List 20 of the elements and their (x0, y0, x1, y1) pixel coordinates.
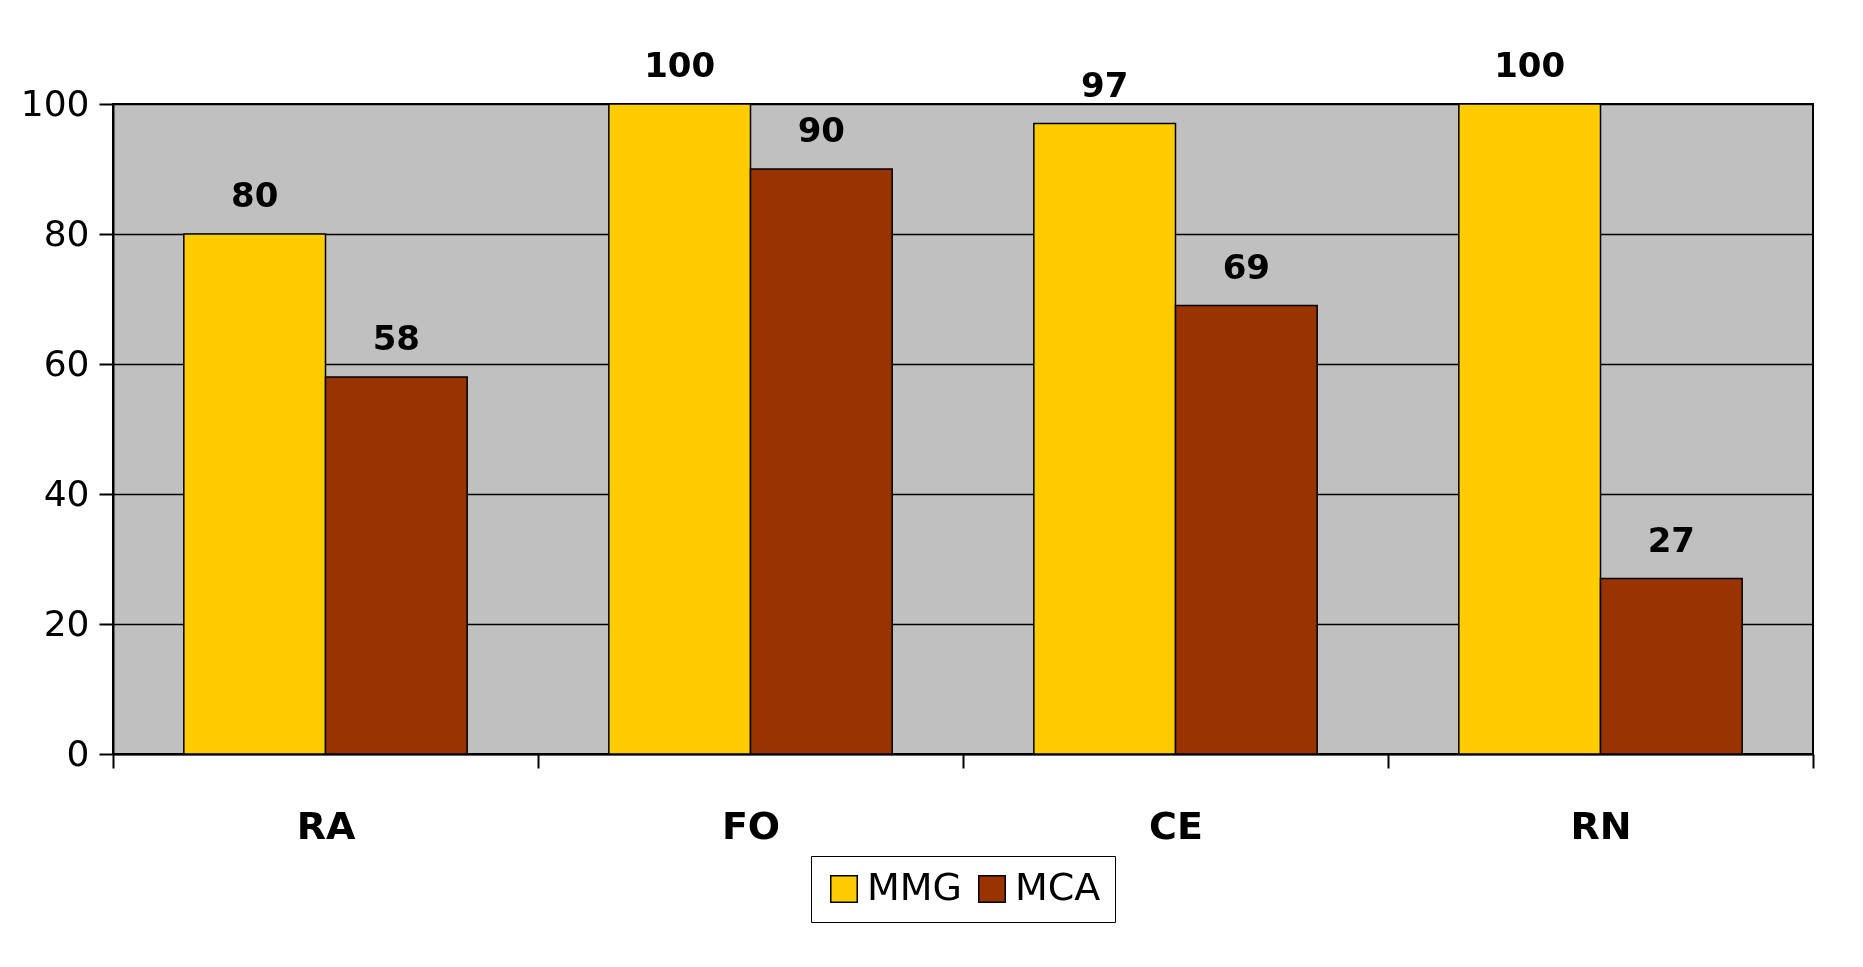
data-label: 69 (1222, 246, 1270, 287)
data-label: 58 (372, 318, 420, 358)
data-label: 80 (231, 175, 279, 215)
legend-label: MMG (867, 865, 963, 909)
x-tick-label: FO (721, 803, 781, 848)
data-label: 97 (1081, 64, 1129, 105)
y-tick-label: 20 (43, 602, 90, 644)
x-tick-label: RA (296, 803, 356, 848)
y-tick-label: 60 (43, 342, 90, 384)
data-label: 27 (1647, 519, 1695, 560)
x-tick-label: RN (1570, 803, 1632, 848)
data-label: 100 (644, 45, 716, 85)
y-tick-label: 40 (43, 472, 90, 514)
x-tick-label: CE (1149, 803, 1203, 848)
legend-label: MCA (1015, 865, 1101, 909)
data-label: 90 (797, 110, 845, 150)
y-tick-label: 80 (43, 212, 90, 254)
y-tick-label: 0 (66, 732, 90, 774)
data-label: 100 (1494, 45, 1566, 85)
y-tick-label: 100 (20, 82, 90, 124)
